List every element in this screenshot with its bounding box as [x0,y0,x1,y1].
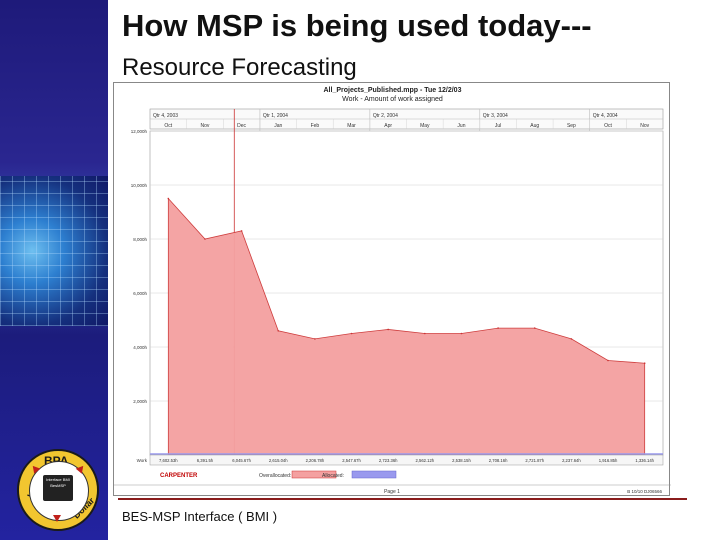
y-tick-label: 8,000h [133,237,147,242]
data-point [643,362,646,365]
totals-row [149,454,664,466]
data-point [167,197,170,200]
total-value: 2,206.78h [306,458,325,463]
data-point [497,327,499,329]
data-point [314,338,316,340]
total-value: 1,336.14h [635,458,654,463]
legend-allocated-label: Allocated: [322,473,344,479]
slide-footer: BES-MSP Interface ( BMI ) [122,509,278,524]
y-tick-label: 10,000h [131,183,148,188]
quarter-label: Qtr 3, 2004 [483,113,508,119]
data-point [350,332,353,335]
total-value: 2,237.64h [562,458,581,463]
month-label: Oct [164,123,172,129]
chart-footer-code: B 10/10 DJ06566 [627,489,662,494]
y-tick-label: 12,000h [131,129,148,134]
quarter-label: Qtr 4, 2004 [593,113,618,119]
legend-resource-name: CARPENTER [160,473,198,479]
legend-overallocated-swatch [291,470,337,479]
data-point [387,328,389,331]
quarter-label: Qtr 1, 2004 [263,113,288,119]
month-label: Jan [274,123,282,129]
y-tick-label: 6,000h [133,291,147,296]
footer-rule [118,498,687,500]
data-point [460,332,463,335]
quarter-label: Qtr 2, 2004 [373,113,398,119]
total-value: 2,708.16h [489,458,508,463]
month-label: Nov [640,123,649,129]
total-value: 2,538.15h [452,458,471,463]
chart-page-label: Page 1 [384,489,400,495]
month-label: Jun [457,123,465,129]
data-point [240,230,243,232]
data-point [424,332,426,335]
total-value: 7,602.53h [159,458,178,463]
month-label: Mar [347,123,356,129]
month-label: Jul [495,123,501,129]
chart-title: All_Projects_Published.mpp - Tue 12/2/03 [323,87,462,94]
month-label: Nov [201,123,210,129]
globe-network-image [0,176,108,326]
slide-subtitle: Resource Forecasting [122,54,357,81]
legend-allocated-swatch [351,470,397,479]
total-value: 1,916.85h [599,458,618,463]
totals-row-label: Work [137,458,148,463]
data-point [570,338,573,340]
month-label: Dec [237,123,246,129]
total-value: 2,562.12h [416,458,435,463]
total-value: 6,045.67h [232,458,251,463]
total-value: 2,547.67h [342,458,361,463]
month-label: Apr [384,123,392,129]
total-value: 2,721.87h [525,458,544,463]
month-label: Aug [530,123,539,129]
total-value: 2,723.36h [379,458,398,463]
y-tick-label: 2,000h [133,399,147,404]
resource-graph-window: Qtr 4, 2003 Qtr 1, 2004 Qtr 2, 2004 Qtr 3, … [113,82,671,496]
month-label: Oct [604,123,612,129]
total-value: 6,391.5h [197,458,214,463]
month-label: May [420,123,430,129]
legend-overallocated-label: Overallocated: [259,473,291,479]
data-point [533,327,536,329]
slide-title: How MSP is being used today--- [122,8,592,43]
chart-subtitle: Work - Amount of work assigned [342,96,443,103]
data-point [607,359,609,362]
resource-graph: Qtr 4, 2003 Qtr 1, 2004 Qtr 2, 2004 Qtr 3, … [114,108,671,495]
month-label: Sep [567,123,576,129]
logo-center-text: Interface BMI BesMSP [43,475,73,501]
bpa-logo: BPA Indus Dollar Interface BMI BesMSP [17,449,99,531]
logo-arrow-icon [53,515,61,522]
data-point [204,238,206,240]
data-point [277,330,280,332]
y-tick-label: 4,000h [133,345,147,350]
total-value: 2,615.04h [269,458,288,463]
quarter-label: Qtr 4, 2003 [153,113,178,119]
month-label: Feb [311,123,320,129]
